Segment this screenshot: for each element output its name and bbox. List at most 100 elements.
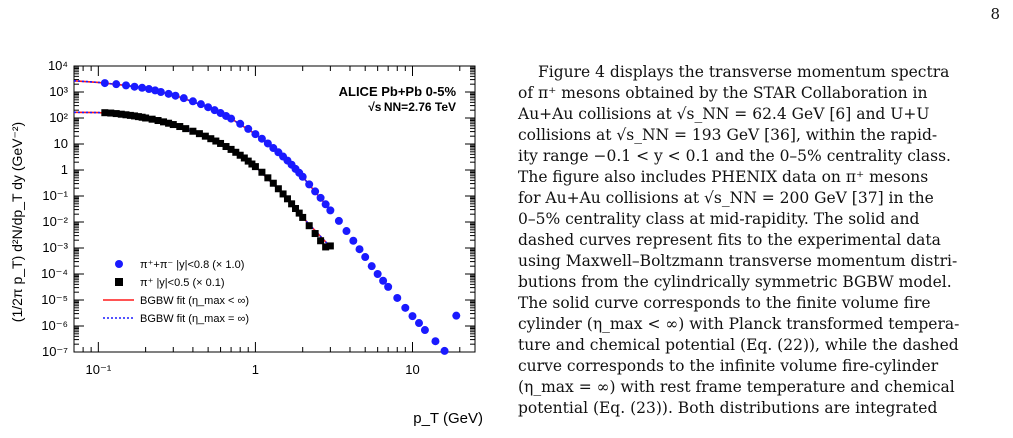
x-tick-label: 10	[405, 362, 419, 377]
data-point-circle	[188, 97, 197, 106]
data-point-square	[288, 200, 296, 208]
data-point-circle	[138, 83, 147, 92]
x-axis-label: p_T (GeV)	[413, 410, 483, 427]
data-point-square	[154, 117, 162, 125]
y-tick-label: 10⁴	[48, 58, 68, 73]
data-point-circle	[316, 193, 325, 202]
y-tick-label: 10⁻⁶	[41, 318, 68, 333]
data-point-circle	[196, 100, 205, 109]
data-point-square	[189, 127, 197, 135]
data-point-square	[182, 125, 190, 133]
y-tick-label: 10⁻⁵	[41, 292, 68, 307]
data-point-circle	[244, 124, 253, 133]
data-point-circle	[440, 346, 449, 355]
legend-label: BGBW fit (η_max = ∞)	[140, 313, 249, 325]
data-point-circle	[305, 180, 314, 189]
y-axis-label: (1/2π p_T) d²N/dp_T dy (GeV⁻²)	[9, 122, 25, 322]
x-tick-label: 10⁻¹	[86, 362, 112, 377]
y-tick-label: 10³	[49, 84, 68, 99]
data-point-square	[201, 132, 209, 140]
data-point-circle	[420, 326, 429, 335]
data-point-square	[222, 143, 230, 151]
data-point-square	[195, 130, 203, 138]
data-point-circle	[100, 79, 109, 88]
data-point-square	[142, 114, 150, 122]
body-text: Figure 4 displays the transverse momentu…	[518, 62, 998, 419]
text-line: using Maxwell–Boltzmann transverse momen…	[518, 252, 958, 270]
y-tick-label: 1	[61, 162, 68, 177]
page-number: 8	[990, 5, 1000, 23]
data-point-circle	[334, 216, 343, 225]
text-line: Au+Au collisions at √s_NN = 62.4 GeV [6]…	[518, 105, 930, 123]
data-point-square	[217, 139, 225, 147]
data-point-square	[236, 151, 244, 159]
y-tick-label: 10	[54, 136, 68, 151]
chart: 10⁴ 10³ 10² 10 1 10⁻¹ 10⁻² 10⁻³ 10⁻⁴ 10⁻⁵ 10⁻⁶ 10⁻⁷…	[9, 58, 483, 427]
data-point-square	[112, 110, 120, 118]
data-point-circle	[179, 94, 188, 103]
data-point-square	[169, 121, 177, 129]
text-line: (η_max = ∞) with rest frame temperature …	[518, 378, 955, 396]
chart-axes	[73, 65, 476, 353]
data-point-square	[101, 109, 109, 117]
figure-pt-spectra: 10⁴ 10³ 10² 10 1 10⁻¹ 10⁻² 10⁻³ 10⁻⁴ 10⁻⁵ 10⁻⁶ 10⁻⁷…	[0, 40, 490, 438]
data-point-square	[317, 237, 325, 245]
data-point-square	[264, 174, 272, 182]
data-point-circle	[452, 311, 461, 320]
text-line: The figure also includes PHENIX data on …	[518, 168, 929, 186]
data-point-square	[134, 113, 142, 121]
data-point-square	[232, 148, 240, 156]
data-point-circle	[171, 91, 180, 100]
legend-label: π⁺ |y|<0.5 (× 0.1)	[140, 277, 225, 289]
y-tick-label: 10²	[49, 110, 68, 125]
data-point-circle	[227, 114, 236, 123]
text-line: for Au+Au collisions at √s_NN = 200 GeV …	[518, 189, 934, 207]
data-point-circle	[349, 236, 358, 245]
data-point-square	[326, 242, 334, 250]
text-line: Figure 4 displays the transverse momentu…	[538, 63, 950, 81]
data-point-square	[131, 112, 139, 120]
data-point-circle	[156, 88, 165, 96]
data-point-circle	[342, 227, 351, 236]
data-point-circle	[414, 319, 423, 328]
fit-curve	[73, 80, 332, 211]
data-point-circle	[298, 172, 307, 181]
data-point-square	[107, 109, 115, 117]
text-line: collisions at √s_NN = 193 GeV [36], with…	[518, 126, 938, 144]
data-point-circle	[257, 134, 266, 143]
text-line: butions from the cylindrically symmetric…	[518, 273, 952, 291]
legend: π⁺+π⁻ |y|<0.8 (× 1.0) π⁺ |y|<0.5 (× 0.1) B…	[103, 259, 249, 325]
data-point-circle	[361, 253, 370, 262]
plot-frame	[73, 65, 476, 353]
legend-marker-circle	[115, 260, 123, 268]
text-line: potential (Eq. (23)). Both distributions…	[518, 399, 938, 417]
legend-label: BGBW fit (η_max < ∞)	[140, 295, 249, 307]
data-point-circle	[251, 130, 260, 139]
data-point-square	[212, 137, 220, 145]
data-point-square	[322, 243, 330, 251]
text-line: ity range −0.1 < y < 0.1 and the 0–5% ce…	[518, 147, 951, 165]
data-point-circle	[373, 270, 382, 278]
data-point-square	[305, 222, 313, 230]
y-tick-label: 10⁻¹	[42, 188, 68, 203]
text-line: 0–5% centrality class at mid-rapidity. T…	[518, 210, 920, 228]
x-tick-label: 1	[252, 362, 259, 377]
data-point-circle	[164, 89, 173, 98]
data-point-square	[283, 195, 291, 203]
annotation: ALICE Pb+Pb 0-5% √s NN=2.76 TeV	[339, 84, 457, 114]
data-point-square	[258, 168, 266, 176]
text-line: of π⁺ mesons obtained by the STAR Collab…	[518, 84, 928, 102]
data-point-circle	[130, 82, 139, 91]
y-tick-label: 10⁻²	[42, 214, 68, 229]
data-point-circle	[326, 206, 335, 215]
data-point-circle	[236, 119, 245, 128]
y-tick-label: 10⁻³	[42, 240, 68, 255]
data-markers	[100, 79, 461, 355]
data-point-circle	[401, 303, 410, 312]
tick-labels: 10⁴ 10³ 10² 10 1 10⁻¹ 10⁻² 10⁻³ 10⁻⁴ 10⁻⁵ 10⁻⁶ 10⁻⁷…	[41, 58, 420, 377]
data-point-circle	[121, 81, 130, 90]
data-point-circle	[263, 139, 272, 148]
data-point-square	[240, 154, 248, 162]
data-point-square	[295, 209, 303, 217]
data-point-circle	[144, 85, 153, 94]
